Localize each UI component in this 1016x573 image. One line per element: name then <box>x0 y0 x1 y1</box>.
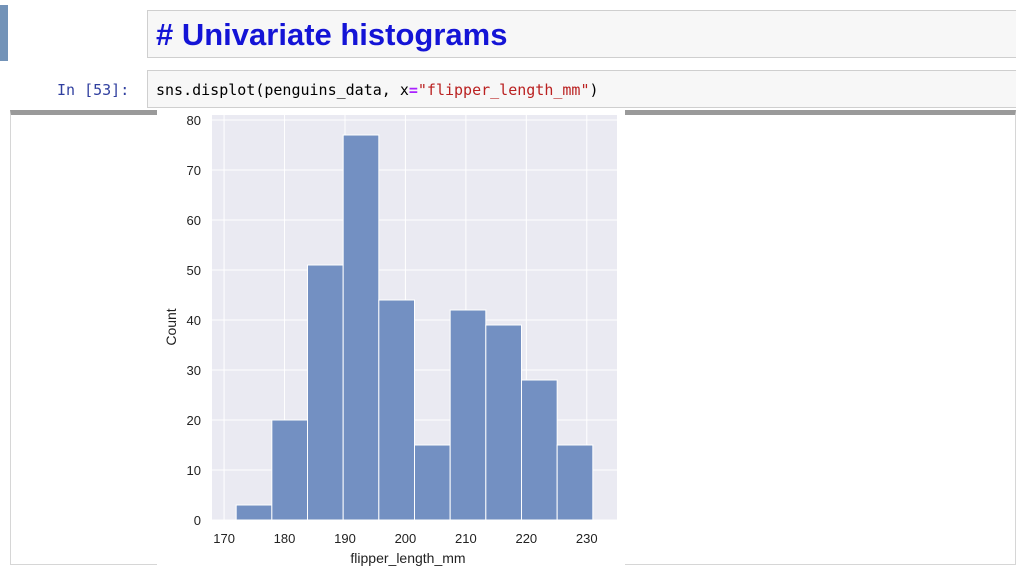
x-tick-label: 200 <box>395 531 417 546</box>
histogram-bar <box>235 504 273 521</box>
y-tick-label: 40 <box>187 313 201 328</box>
x-tick-label: 190 <box>334 531 356 546</box>
x-tick-label: 180 <box>274 531 296 546</box>
code-cell-input[interactable]: sns.displot(penguins_data, x="flipper_le… <box>147 70 1016 108</box>
y-tick-labels: 0 10 20 30 40 50 60 70 80 <box>187 113 201 528</box>
markdown-heading: # Univariate histograms <box>156 17 508 52</box>
y-tick-label: 70 <box>187 163 201 178</box>
histogram-plot: 0 10 20 30 40 50 60 70 80 170 180 190 200 210 220 230 … <box>157 108 625 569</box>
code-string: "flipper_length_mm" <box>417 81 590 99</box>
histogram-bar <box>271 419 309 521</box>
x-tick-label: 220 <box>515 531 537 546</box>
y-tick-label: 0 <box>194 513 201 528</box>
x-tick-label: 230 <box>576 531 598 546</box>
y-tick-label: 60 <box>187 213 201 228</box>
y-tick-label: 30 <box>187 363 201 378</box>
histogram-bar <box>342 134 380 521</box>
input-prompt: In [53]: <box>57 81 130 99</box>
y-tick-label: 10 <box>187 463 201 478</box>
markdown-cell[interactable]: # Univariate histograms <box>0 5 1016 61</box>
histogram-bar <box>307 264 344 521</box>
histogram-bar <box>414 444 451 521</box>
code-function: sns.displot(penguins_data, x <box>156 81 409 99</box>
histogram-bar <box>556 444 594 521</box>
y-tick-label: 20 <box>187 413 201 428</box>
x-tick-label: 210 <box>455 531 477 546</box>
code-operator: = <box>408 81 418 99</box>
y-tick-label: 80 <box>187 113 201 128</box>
x-tick-label: 170 <box>213 531 235 546</box>
y-axis-label: Count <box>163 308 179 345</box>
x-tick-labels: 170 180 190 200 210 220 230 <box>213 531 597 546</box>
histogram-bar <box>485 324 522 521</box>
cell-selection-indicator <box>0 5 8 61</box>
y-tick-label: 50 <box>187 263 201 278</box>
histogram-bar <box>378 299 415 521</box>
histogram-bar <box>449 309 487 521</box>
code-close-paren: ) <box>589 81 599 99</box>
code-line: sns.displot(penguins_data, x="flipper_le… <box>156 80 599 100</box>
histogram-bars <box>235 134 594 521</box>
markdown-cell-input[interactable]: # Univariate histograms <box>147 10 1016 58</box>
histogram-bar <box>520 379 558 521</box>
x-axis-label: flipper_length_mm <box>350 550 465 566</box>
